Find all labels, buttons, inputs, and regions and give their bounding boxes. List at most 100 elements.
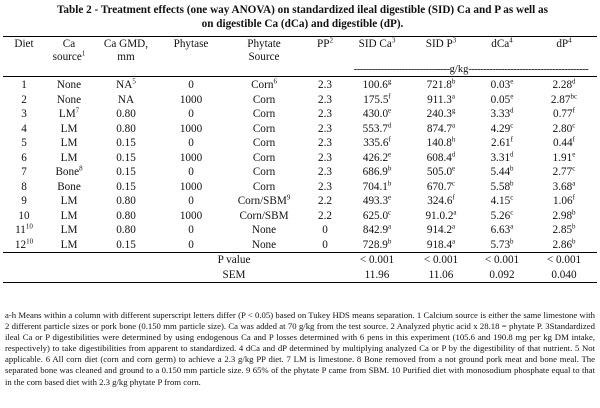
- cell-phytase: 0: [188, 238, 194, 251]
- cell-ca-source: LM: [60, 137, 78, 149]
- table-row: 10 LM 0.80 1000 Corn/SBM 2.2 625.0c 91.0.2a 5.26…: [3, 207, 597, 224]
- cell-dca: 0.05e: [490, 91, 514, 106]
- header-pp: PP2: [305, 36, 345, 64]
- cell-sid-ca: 426.2e: [362, 149, 392, 164]
- cell-dp: 3.68a: [552, 178, 576, 193]
- cell-ca-gmd: 0.15: [116, 238, 136, 251]
- cell-dp: 2.87bc: [550, 91, 578, 106]
- cell-ca-gmd: 0.15: [116, 166, 136, 178]
- header-sid-p: SID P3: [409, 36, 473, 64]
- header-dca: dCa4: [473, 36, 531, 64]
- header-phytate-source: Phytate Source: [223, 36, 305, 64]
- sem-sid-p: 11.06: [409, 267, 473, 283]
- cell-sid-p: 608.4d: [426, 149, 456, 164]
- cell-ca-source: Bone8: [55, 164, 83, 178]
- cell-phytate-source: Corn: [252, 166, 276, 178]
- header-diet: Diet: [3, 36, 45, 64]
- pvalue-dp: < 0.001: [531, 252, 597, 268]
- cell-dp: 2.86b: [552, 236, 576, 251]
- cell-dp: 2.98b: [552, 207, 576, 222]
- cell-diet: 2: [21, 93, 27, 106]
- cell-ca-gmd: 0.80: [116, 122, 136, 135]
- cell-sid-ca: 430.0e: [362, 106, 392, 120]
- cell-dca: 4.29c: [490, 120, 514, 135]
- cell-ca-source: None: [56, 93, 82, 106]
- cell-diet: 5: [21, 137, 27, 149]
- cell-phytase: 1000: [179, 209, 203, 222]
- cell-dp: 2.28d: [552, 77, 576, 91]
- cell-ca-source: LM: [60, 151, 78, 164]
- cell-ca-gmd: NA5: [116, 77, 136, 91]
- table-row: 5 LM 0.15 0 Corn 2.3 335.6f 140.8h 2.61f 0.44f: [3, 136, 597, 151]
- cell-diet: 10: [18, 209, 30, 222]
- cell-phytate-source: Corn6: [251, 77, 277, 91]
- cell-phytate-source: None: [251, 238, 277, 251]
- table-row: 9 LM 0.80 0 Corn/SBM9 2.2 493.3e 324.6f 4.15c 1.0…: [3, 194, 597, 209]
- cell-phytase: 0: [188, 137, 194, 149]
- table-caption: Table 2 - Treatment effects (one way ANO…: [10, 3, 595, 31]
- cell-phytate-source: Corn: [252, 180, 276, 193]
- cell-sid-p: 918.4a: [426, 236, 456, 251]
- cell-phytate-source: Corn/SBM9: [237, 193, 291, 207]
- table-row: 3 LM7 0.80 0 Corn 2.3 430.0e 240.3g 3.33d 0.77f: [3, 107, 597, 122]
- cell-sid-ca: 100.6g: [362, 77, 392, 91]
- cell-phytate-source: Corn: [252, 151, 276, 164]
- cell-sid-ca: 842.9a: [362, 222, 392, 236]
- header-phytase: Phytase: [159, 36, 223, 64]
- table-row: 6 LM 0.15 1000 Corn 2.3 426.2e 608.4d 3.31d 1.91e: [3, 149, 597, 166]
- cell-dp: 1.06f: [553, 193, 575, 207]
- cell-phytase: 1000: [179, 151, 203, 164]
- cell-pp: 0: [322, 238, 328, 251]
- cell-sid-ca: 493.3e: [362, 193, 392, 207]
- cell-phytate-source: None: [251, 224, 277, 236]
- cell-sid-p: 670.7c: [426, 178, 456, 193]
- cell-ca-source: LM: [60, 122, 78, 135]
- cell-sid-p: 911.3a: [427, 91, 455, 106]
- cell-diet: 3: [21, 108, 27, 120]
- cell-diet: 7: [21, 166, 27, 178]
- table-row: 1210 LM 0.15 0 None 0 728.9b 918.4a 5.73b 2.86b: [3, 236, 597, 253]
- cell-dca: 5.73b: [490, 236, 514, 251]
- cell-dca: 5.44b: [490, 164, 514, 178]
- cell-dca: 4.15c: [490, 193, 514, 207]
- sem-sid-ca: 11.96: [345, 267, 409, 283]
- cell-dp: 2.85b: [552, 222, 576, 236]
- cell-diet: 6: [21, 151, 27, 164]
- caption-line-2: on digestible Ca (dCa) and digestible (d…: [201, 18, 404, 30]
- cell-pp: 2.2: [318, 195, 332, 207]
- header-row: Diet Ca source1 Ca GMD, mm Phytase Phytate…: [3, 36, 597, 64]
- cell-pp: 2.3: [318, 122, 332, 135]
- units-row: --------------------------------g/kg----…: [3, 64, 597, 77]
- cell-ca-gmd: 0.80: [116, 209, 136, 222]
- cell-sid-ca: 728.9b: [362, 236, 392, 251]
- cell-dca: 5.58b: [490, 178, 514, 193]
- cell-ca-source: Bone: [57, 180, 81, 193]
- cell-dp: 0.77f: [553, 106, 575, 120]
- cell-sid-p: 91.0.2a: [425, 207, 457, 222]
- cell-dca: 0.03e: [490, 77, 514, 91]
- cell-ca-source: LM: [60, 195, 78, 207]
- results-table: Diet Ca source1 Ca GMD, mm Phytase Phytate…: [3, 36, 597, 283]
- cell-ca-source: None: [56, 79, 82, 91]
- cell-phytase: 1000: [179, 122, 203, 135]
- cell-sid-p: 240.3g: [426, 106, 456, 120]
- sem-dca: 0.092: [473, 267, 531, 283]
- cell-ca-gmd: 0.80: [116, 224, 136, 236]
- cell-sid-ca: 686.9b: [362, 164, 392, 178]
- cell-dp: 2.77c: [552, 164, 576, 178]
- cell-ca-source: LM7: [58, 106, 80, 120]
- cell-dp: 2.80c: [552, 120, 576, 135]
- cell-sid-ca: 553.7d: [362, 120, 392, 135]
- cell-pp: 2.3: [318, 151, 332, 164]
- pvalue-row: P value < 0.001 < 0.001 < 0.001 < 0.001: [3, 252, 597, 268]
- pvalue-sid-ca: < 0.001: [345, 252, 409, 268]
- cell-dca: 6.63a: [490, 222, 514, 236]
- pvalue-dca: < 0.001: [473, 252, 531, 268]
- header-sid-ca: SID Ca3: [345, 36, 409, 64]
- table-row: 7 Bone8 0.15 0 Corn 2.3 686.9b 505.0e 5.44b 2.77c: [3, 165, 597, 180]
- cell-dca: 3.33d: [490, 106, 514, 120]
- cell-dca: 3.31d: [490, 149, 514, 164]
- table-row: 1 None NA5 0 Corn6 2.3 100.6g 721.8b 0.03e 2.28d: [3, 77, 597, 93]
- table-row: 1110 LM 0.80 0 None 0 842.9a 914.2a 6.63a 2.85b: [3, 223, 597, 238]
- sem-dp: 0.040: [531, 267, 597, 283]
